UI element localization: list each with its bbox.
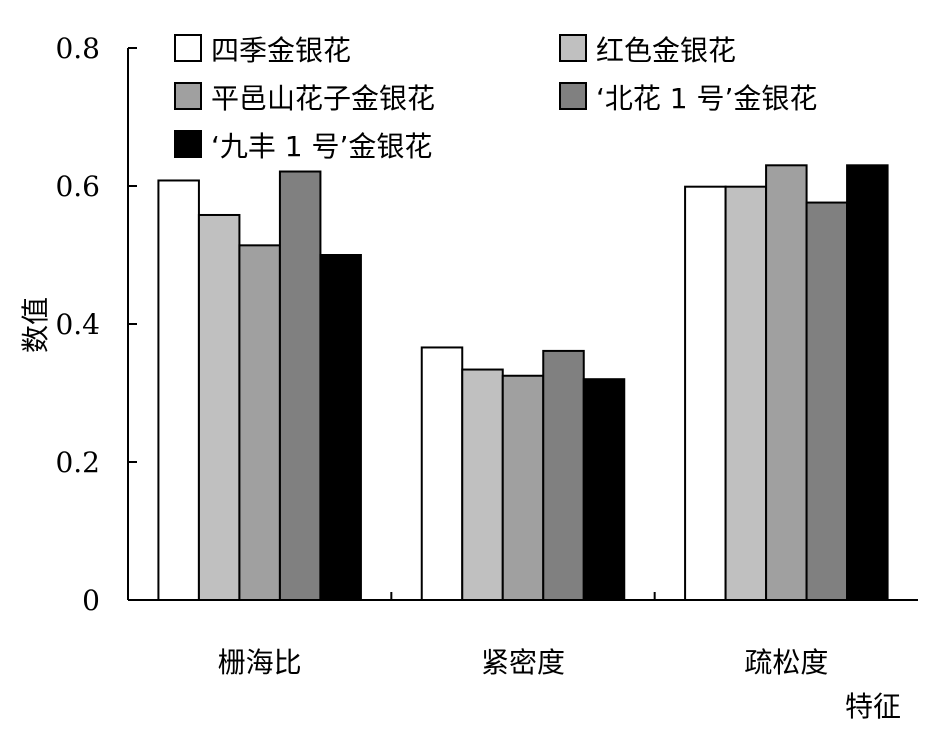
bar [461, 368, 504, 602]
bar [846, 164, 889, 602]
bar [684, 185, 727, 601]
legend-label: ‘北花 1 号’金银花 [596, 82, 817, 115]
y-tick-label: 0.8 [55, 32, 100, 65]
x-category-label: 疏松度 [744, 646, 828, 679]
legend-swatch [559, 34, 587, 62]
x-category-label: 栅海比 [218, 646, 302, 679]
x-category-label: 紧密度 [481, 646, 565, 679]
bar [724, 185, 768, 601]
y-axis-label: 数值 [19, 297, 52, 353]
bar [157, 179, 200, 601]
bar [319, 254, 362, 601]
y-tick-label: 0.6 [55, 170, 100, 203]
legend-swatch [559, 82, 587, 110]
legend-swatch [174, 130, 202, 158]
legend-swatch [174, 82, 202, 110]
legend-label: 四季金银花 [211, 34, 351, 67]
y-tick-label: 0.2 [55, 446, 100, 479]
legend-label: 平邑山花子金银花 [211, 82, 435, 115]
bar [197, 213, 241, 601]
bars [157, 164, 889, 602]
bar [582, 378, 626, 602]
x-axis-label: 特征 [845, 690, 901, 723]
legend-label: ‘九丰 1 号’金银花 [211, 130, 432, 163]
y-tick-label: 0.4 [55, 308, 100, 341]
bar [278, 170, 322, 601]
axes: 0 0.2 0.4 0.6 0.8 栅海比 紧密度 疏松度 [55, 32, 918, 679]
bar [420, 346, 464, 601]
legend-swatch [174, 34, 202, 62]
bar [805, 201, 849, 601]
legend-label: 红色金银花 [596, 34, 736, 67]
bar [238, 244, 281, 601]
y-tick-label: 0 [82, 584, 100, 617]
bar [542, 349, 585, 601]
bar [501, 374, 545, 601]
bar [765, 164, 808, 602]
